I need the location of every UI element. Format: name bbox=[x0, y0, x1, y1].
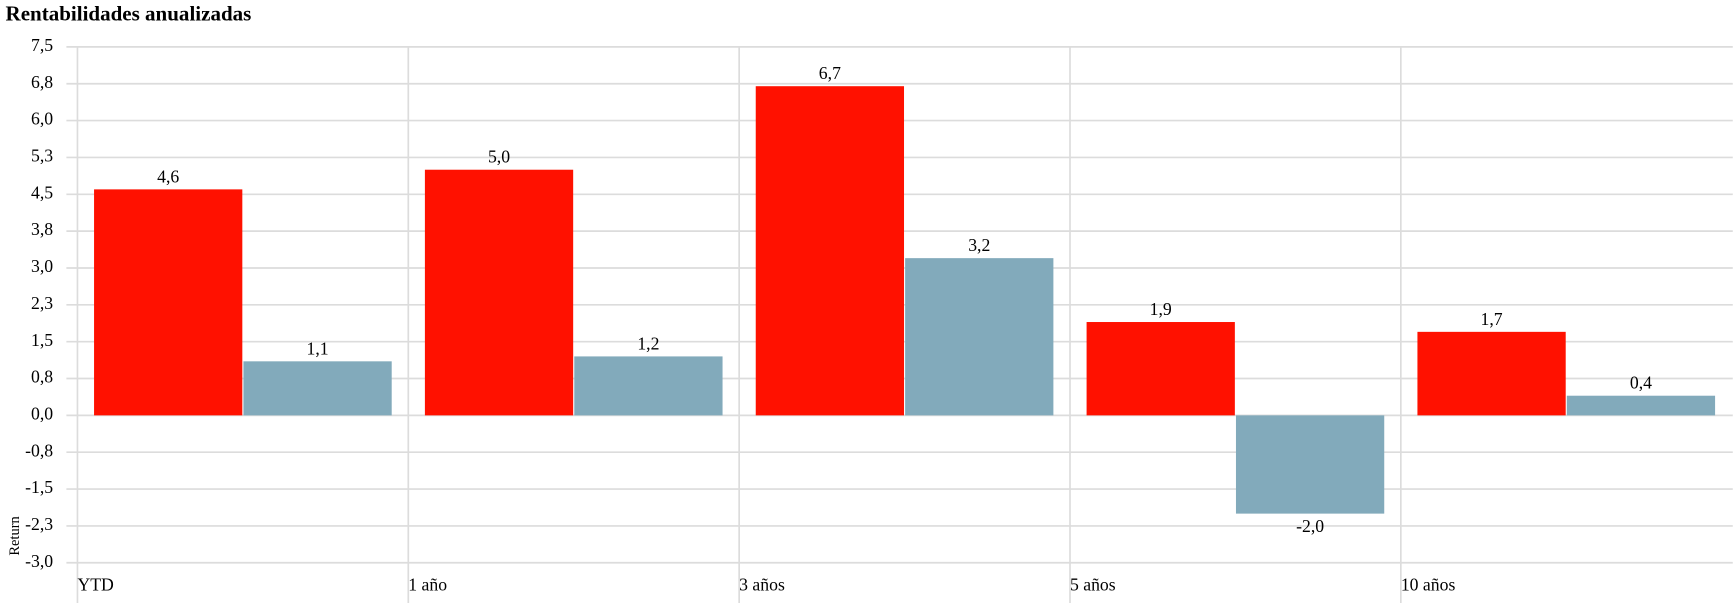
y-tick-label: 7,5 bbox=[31, 35, 53, 55]
bar bbox=[1086, 322, 1235, 416]
bar bbox=[1566, 395, 1716, 416]
value-label: 1,2 bbox=[637, 333, 659, 353]
y-tick-label: 0,0 bbox=[31, 403, 53, 423]
value-label: -2,0 bbox=[1296, 516, 1324, 536]
y-tick-label: 2,3 bbox=[31, 293, 53, 313]
bar bbox=[243, 361, 392, 416]
y-tick-label: 0,8 bbox=[31, 367, 53, 387]
bar bbox=[755, 86, 905, 416]
value-label: 1,7 bbox=[1481, 309, 1503, 329]
y-tick-label: 3,8 bbox=[31, 219, 53, 239]
value-label: 4,6 bbox=[157, 166, 179, 186]
bar bbox=[1417, 331, 1566, 416]
bar bbox=[905, 258, 1054, 416]
y-tick-label: -2,3 bbox=[25, 514, 53, 534]
value-label: 0,4 bbox=[1630, 373, 1652, 393]
y-tick-label: 6,0 bbox=[31, 109, 53, 129]
y-tick-label: -3,0 bbox=[25, 551, 53, 571]
y-tick-label: 3,0 bbox=[31, 256, 53, 276]
x-tick-label: 10 años bbox=[1401, 574, 1456, 594]
bar bbox=[574, 356, 723, 416]
y-axis-label: Return bbox=[7, 516, 23, 555]
y-tick-label: 4,5 bbox=[31, 182, 53, 202]
value-label: 6,7 bbox=[819, 63, 841, 83]
y-tick-label: -1,5 bbox=[25, 477, 53, 497]
value-label: 1,9 bbox=[1150, 299, 1172, 319]
chart-title: Rentabilidades anualizadas bbox=[6, 1, 252, 25]
value-label: 5,0 bbox=[488, 147, 510, 167]
value-label: 3,2 bbox=[968, 235, 990, 255]
y-tick-label: 1,5 bbox=[31, 330, 53, 350]
x-tick-label: 5 años bbox=[1070, 574, 1116, 594]
bar bbox=[424, 169, 574, 416]
y-tick-label: 6,8 bbox=[31, 72, 53, 92]
bar bbox=[1235, 415, 1385, 514]
x-tick-label: YTD bbox=[77, 574, 114, 594]
x-tick-label: 1 año bbox=[408, 574, 447, 594]
value-label: 1,1 bbox=[307, 338, 329, 358]
y-tick-label: -0,8 bbox=[25, 440, 53, 460]
y-tick-label: 5,3 bbox=[31, 145, 53, 165]
x-tick-label: 3 años bbox=[739, 574, 785, 594]
bar bbox=[94, 189, 243, 416]
